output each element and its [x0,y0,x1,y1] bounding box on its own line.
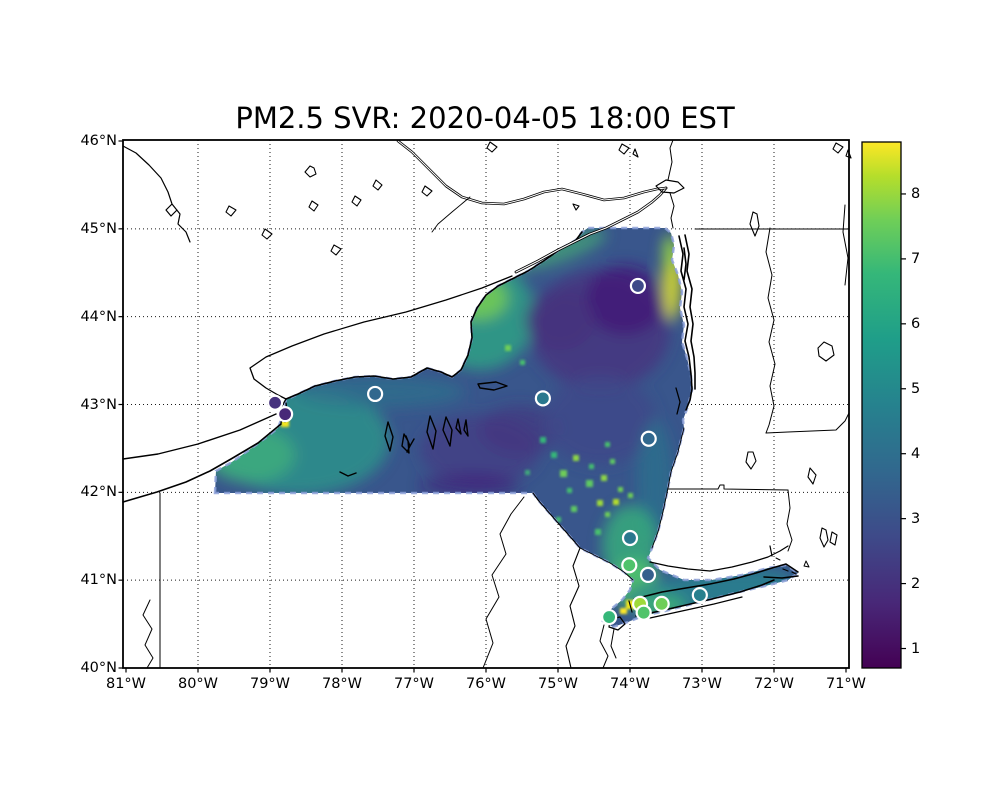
y-tick-label: 46°N [80,133,117,149]
nh-me-border [842,204,849,286]
y-tick-label: 41°N [80,572,117,589]
ny-nj-border [579,547,634,581]
x-tick-label: 79°W [249,676,291,692]
station-marker [266,394,284,411]
colorbar-tick-label: 5 [911,380,921,397]
canada-river [122,145,191,243]
montreal-island [655,179,685,194]
colorbar-gradient [861,141,902,669]
colorbar-tick-label: 3 [911,510,921,527]
ct-ma-border [667,484,789,491]
station-marker [621,529,639,547]
station-marker [534,390,551,407]
y-tick-label: 40°N [80,660,117,676]
lake-ontario-ny-shore [285,231,583,400]
y-tick-label: 45°N [80,220,117,237]
station-marker [691,586,708,604]
raster-edge [213,226,801,629]
ottawa-river [396,139,668,206]
lake-champlain [678,234,696,411]
susquehanna-river [482,496,525,669]
allegheny-river [142,599,154,669]
ct-coast [649,545,789,572]
lake-george [675,387,681,415]
lake-ontario-canada-shore [249,275,513,400]
station-marker [640,430,657,447]
oneida-lake [477,381,508,391]
ma-north-border [765,412,850,434]
x-tick-label: 76°W [465,676,507,692]
station-marker [629,277,647,295]
x-tick-label: 73°W [681,676,723,692]
station-marker [621,557,638,574]
pm25-raster [215,228,798,627]
richelieu-river [669,192,675,229]
lake-erie-north-shore [122,413,277,460]
nj-coast [599,624,617,669]
colorbar-tick-label: 2 [911,575,921,592]
colorbar-tick-label: 7 [911,250,921,267]
ny-east-border [651,427,685,549]
x-tick-label: 72°W [753,676,795,692]
station-marker [635,604,652,621]
station-markers [266,277,708,626]
vt-nh-border [765,227,776,434]
small-lakes [225,141,852,548]
colorbar-tick-label: 4 [911,445,921,462]
page-title: PM2.5 SVR: 2020-04-05 18:00 EST [235,101,735,135]
delaware-river [532,492,581,669]
long-island-north-shore [637,563,799,599]
plot-frame [122,139,850,669]
finger-lakes [339,415,469,477]
x-tick-label: 71°W [825,676,867,692]
colorbar [861,141,906,669]
lake-erie-south-shore [122,423,282,503]
colorbar-tick-label: 1 [911,640,921,657]
station-marker [653,595,670,612]
x-tick-label: 78°W [321,676,363,692]
y-tick-label: 44°N [80,308,117,325]
x-tick-label: 80°W [177,676,219,692]
x-tick-label: 75°W [537,676,579,692]
long-island-barrier [649,596,743,619]
x-tick-label: 77°W [393,676,435,692]
x-tick-label: 81°W [105,676,147,692]
station-marker [277,406,294,423]
colorbar-tick-label: 6 [911,315,921,332]
colorbar-tick-label: 8 [911,185,921,202]
y-tick-label: 42°N [80,484,117,501]
ri-ct-border [786,489,793,552]
y-tick-label: 43°N [80,396,117,413]
x-tick-label: 74°W [609,676,651,692]
station-marker [639,566,657,583]
station-marker [601,608,618,626]
station-marker [367,385,384,403]
